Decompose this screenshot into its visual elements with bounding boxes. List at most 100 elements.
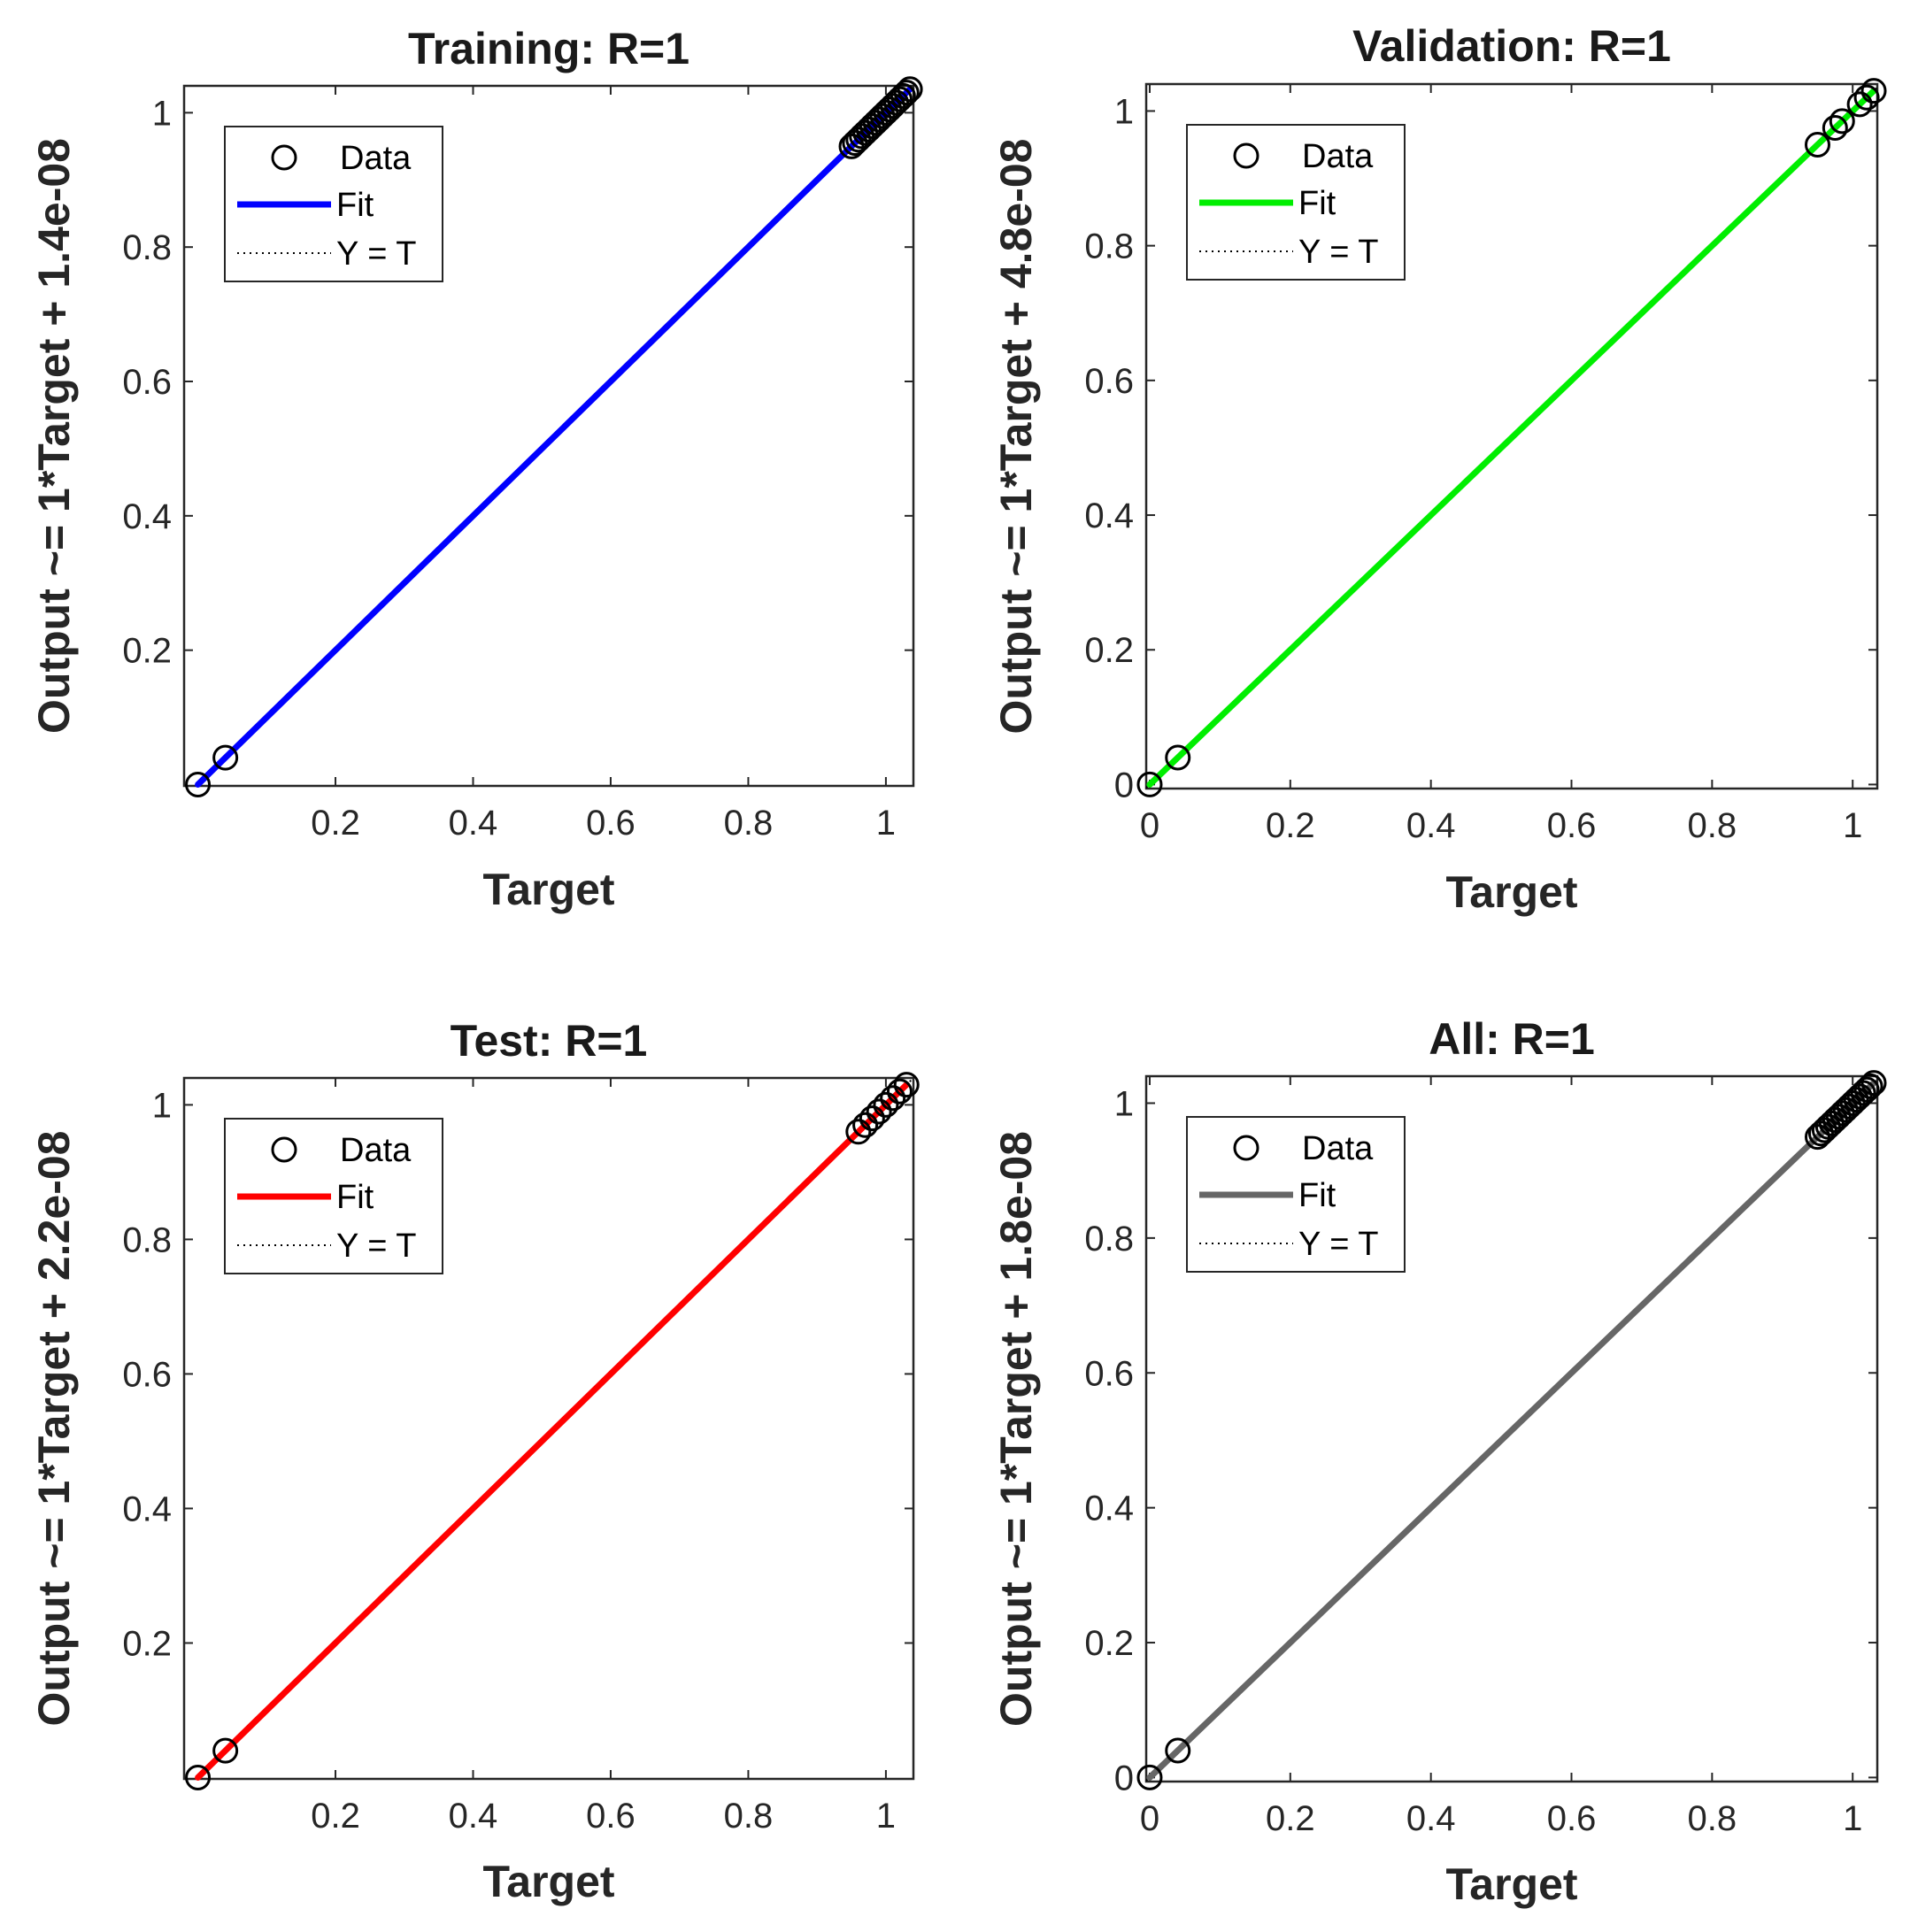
data-point <box>873 1091 899 1118</box>
legend-box <box>1186 124 1406 281</box>
x-axis-label: Target <box>1445 867 1577 917</box>
x-tick-label: 0.2 <box>311 1797 360 1836</box>
y-tick-label: 0.8 <box>1084 227 1134 266</box>
chart-title: Validation: R=1 <box>1352 21 1671 71</box>
y-axis-label: Output ~= 1*Target + 1.4e-08 <box>29 138 79 734</box>
x-tick-label: 0 <box>1140 806 1159 845</box>
x-tick-label: 0.2 <box>311 804 360 843</box>
fit-line <box>1146 88 1877 788</box>
x-tick-label: 1 <box>1843 806 1862 845</box>
y-tick-label: 1 <box>152 94 172 133</box>
legend-entry: Y = T <box>1298 234 1379 271</box>
y-tick-label: 0.4 <box>122 497 172 536</box>
data-point <box>893 1072 920 1098</box>
legend-entry: Data <box>340 140 412 177</box>
y-tick-label: 0 <box>1114 766 1134 804</box>
x-axis-label: Target <box>482 865 614 914</box>
y-tick-label: 1 <box>1114 92 1134 131</box>
legend: Data Fit Y = T <box>224 126 443 282</box>
x-tick-label: 0 <box>1140 1799 1159 1838</box>
legend-entry: Data <box>1302 1130 1374 1167</box>
y-tick-label: 0.6 <box>1084 362 1134 401</box>
data-point <box>880 1085 906 1112</box>
legend: Data Fit Y = T <box>224 1118 443 1274</box>
x-tick-label: 0.4 <box>1406 1799 1456 1838</box>
data-point <box>897 76 923 103</box>
data-point <box>212 744 239 771</box>
subplot-2: 0 0.2 0.4 0.6 0.8 1 0 0.2 0.4 0.6 0.8 1 Validation: … <box>991 21 1887 917</box>
y-tick-label: 0.8 <box>122 1220 172 1259</box>
legend-entry: Y = T <box>1298 1226 1379 1263</box>
x-tick-label: 0.8 <box>1688 1799 1737 1838</box>
y-tick-label: 0.2 <box>122 1624 172 1663</box>
y-tick-label: 0.6 <box>122 1355 172 1394</box>
x-tick-label: 0.6 <box>1547 1799 1597 1838</box>
data-point <box>845 1119 872 1145</box>
x-tick-label: 0.8 <box>724 804 774 843</box>
subplot-4: 0 0.2 0.4 0.6 0.8 1 0 0.2 0.4 0.6 0.8 1 All: R=1 Targ… <box>991 1014 1887 1909</box>
legend-entry: Data <box>1302 138 1374 175</box>
data-point <box>893 80 920 106</box>
legend-entry: Fit <box>336 187 374 224</box>
x-tick-label: 1 <box>1843 1799 1862 1838</box>
fit-line <box>195 86 913 788</box>
data-point <box>890 82 916 109</box>
y-tick-label: 0.2 <box>1084 1624 1134 1663</box>
legend-entry: Data <box>340 1132 412 1169</box>
x-axis-label: Target <box>482 1857 614 1906</box>
y-tick-label: 0 <box>1114 1759 1134 1797</box>
legend-data-marker <box>271 1136 297 1163</box>
subplot-1: 0.2 0.4 0.6 0.8 1 0.2 0.4 0.6 0.8 1 Training: R=1 T… <box>29 24 923 914</box>
chart-title: Test: R=1 <box>451 1016 648 1066</box>
x-tick-label: 1 <box>876 804 896 843</box>
x-tick-label: 0.6 <box>586 1797 635 1836</box>
y-tick-label: 0.4 <box>1084 1489 1134 1528</box>
legend-data-marker <box>1233 142 1259 169</box>
data-point <box>1853 1076 1880 1103</box>
data-point <box>1804 131 1830 158</box>
y-tick-label: 0.6 <box>122 363 172 402</box>
data-point <box>1860 78 1887 104</box>
data-point <box>1853 84 1880 111</box>
subplot-3: 0.2 0.4 0.6 0.8 1 0.2 0.4 0.6 0.8 1 Test: R=1 Targe… <box>29 1016 920 1906</box>
data-point <box>859 1105 885 1132</box>
data-point <box>1860 1070 1887 1097</box>
legend-entry: Y = T <box>336 1228 417 1265</box>
data-point <box>886 1078 913 1105</box>
fit-line <box>195 1081 910 1781</box>
y-axis-label: Output ~= 1*Target + 1.8e-08 <box>991 1131 1041 1727</box>
data-point <box>866 1098 892 1125</box>
legend-data-marker <box>271 144 297 171</box>
data-point <box>1857 1073 1883 1099</box>
chart-title: All: R=1 <box>1429 1014 1595 1064</box>
data-point <box>852 1112 879 1138</box>
y-tick-label: 0.8 <box>1084 1220 1134 1258</box>
legend-entry: Fit <box>1298 185 1336 222</box>
x-tick-label: 0.8 <box>1688 806 1737 845</box>
data-point <box>1165 744 1191 771</box>
legend: Data Fit Y = T <box>1186 124 1406 281</box>
y-axis-label: Output ~= 1*Target + 4.8e-08 <box>991 139 1041 735</box>
y-axis-label: Output ~= 1*Target + 2.2e-08 <box>29 1131 79 1727</box>
y-tick-label: 1 <box>1114 1084 1134 1123</box>
legend: Data Fit Y = T <box>1186 1116 1406 1273</box>
y-tick-label: 0.4 <box>1084 496 1134 535</box>
y-tick-label: 0.6 <box>1084 1354 1134 1393</box>
y-tick-label: 0.2 <box>1084 631 1134 670</box>
legend-entry: Y = T <box>336 235 417 273</box>
y-tick-label: 1 <box>152 1086 172 1125</box>
data-point <box>1822 114 1848 141</box>
x-tick-label: 0.6 <box>586 804 635 843</box>
legend-entry: Fit <box>336 1179 374 1216</box>
x-axis-label: Target <box>1445 1859 1577 1909</box>
chart-title: Training: R=1 <box>408 24 689 73</box>
data-point <box>185 771 212 797</box>
y-tick-label: 0.4 <box>122 1489 172 1528</box>
data-point <box>1136 771 1163 797</box>
x-tick-label: 0.4 <box>1406 806 1456 845</box>
x-tick-label: 0.4 <box>449 804 498 843</box>
data-point <box>1165 1737 1191 1764</box>
data-point <box>1846 91 1873 118</box>
y-tick-label: 0.2 <box>122 632 172 671</box>
x-tick-label: 0.6 <box>1547 806 1597 845</box>
